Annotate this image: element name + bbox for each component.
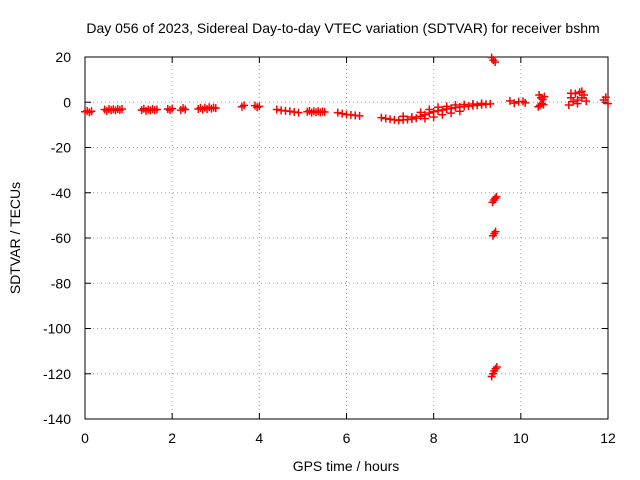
data-point: [521, 98, 530, 107]
data-point: [451, 100, 460, 109]
data-point: [492, 362, 501, 371]
data-point: [416, 108, 425, 117]
data-point: [577, 87, 586, 96]
data-points: [81, 53, 612, 381]
data-point: [491, 57, 500, 66]
y-tick-label: 0: [63, 94, 71, 110]
data-point: [492, 192, 501, 201]
data-point: [425, 105, 434, 114]
data-point: [377, 113, 386, 122]
data-point: [240, 101, 249, 110]
x-tick-label: 8: [430, 430, 438, 446]
data-point: [429, 112, 438, 121]
y-tick-label: -40: [51, 185, 71, 201]
data-point: [455, 107, 464, 116]
y-tick-label: -100: [43, 321, 71, 337]
data-point: [537, 99, 546, 108]
data-point: [489, 56, 498, 65]
data-point: [407, 112, 416, 121]
data-point: [294, 108, 303, 117]
data-point: [539, 100, 548, 109]
x-tick-label: 2: [168, 430, 176, 446]
y-tick-label: 20: [55, 49, 71, 65]
data-point: [536, 93, 545, 102]
data-point: [412, 114, 421, 123]
data-point: [434, 103, 443, 112]
data-point: [152, 105, 161, 114]
y-tick-label: -20: [51, 140, 71, 156]
y-axis-label: SDTVAR / TECUs: [7, 182, 23, 294]
data-point: [468, 100, 477, 109]
data-point: [540, 92, 549, 101]
data-point: [566, 89, 575, 98]
x-tick-label: 4: [255, 430, 263, 446]
data-point: [420, 114, 429, 123]
data-point: [569, 97, 578, 106]
data-point: [320, 107, 329, 116]
data-point: [168, 104, 177, 113]
x-tick-label: 10: [513, 430, 529, 446]
data-point: [272, 105, 281, 114]
axis-ticks: 0 2 4 6 8 10 12 20 0 -20 -40 -60 -80 -100 -120 -140: [43, 49, 616, 446]
data-point: [564, 100, 573, 109]
y-tick-label: -60: [51, 230, 71, 246]
data-point: [442, 102, 451, 111]
data-point: [604, 99, 612, 108]
data-point: [505, 96, 514, 105]
data-point: [399, 112, 408, 121]
data-point: [438, 110, 447, 119]
data-point: [87, 107, 96, 116]
y-tick-label: -120: [43, 366, 71, 382]
data-point: [491, 364, 500, 373]
data-point: [582, 97, 591, 106]
chart-title: Day 056 of 2023, Sidereal Day-to-day VTE…: [86, 20, 599, 36]
data-point: [490, 229, 499, 238]
data-point: [118, 105, 127, 114]
data-point: [601, 93, 610, 102]
data-point: [333, 108, 342, 117]
data-point: [536, 101, 545, 110]
y-tick-label: -140: [43, 411, 71, 427]
y-tick-label: -80: [51, 275, 71, 291]
data-point: [477, 99, 486, 108]
x-tick-label: 6: [343, 430, 351, 446]
data-point: [338, 109, 347, 118]
data-point: [460, 100, 469, 109]
data-point: [355, 111, 364, 120]
data-point: [573, 99, 582, 108]
data-point: [181, 105, 190, 114]
x-tick-label: 12: [600, 430, 616, 446]
data-point: [491, 194, 500, 203]
data-point: [486, 99, 495, 108]
data-point: [255, 102, 264, 111]
data-point: [491, 227, 500, 236]
x-axis-label: GPS time / hours: [293, 458, 400, 474]
data-point: [447, 109, 456, 118]
data-point: [211, 104, 220, 113]
data-point: [510, 99, 519, 108]
x-tick-label: 0: [81, 430, 89, 446]
